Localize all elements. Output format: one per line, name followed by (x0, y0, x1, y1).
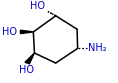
Polygon shape (25, 53, 34, 64)
Text: NH₂: NH₂ (88, 43, 107, 53)
Text: HO: HO (19, 65, 34, 75)
Text: HO: HO (30, 1, 45, 11)
Polygon shape (20, 30, 33, 34)
Text: HO: HO (2, 27, 17, 37)
